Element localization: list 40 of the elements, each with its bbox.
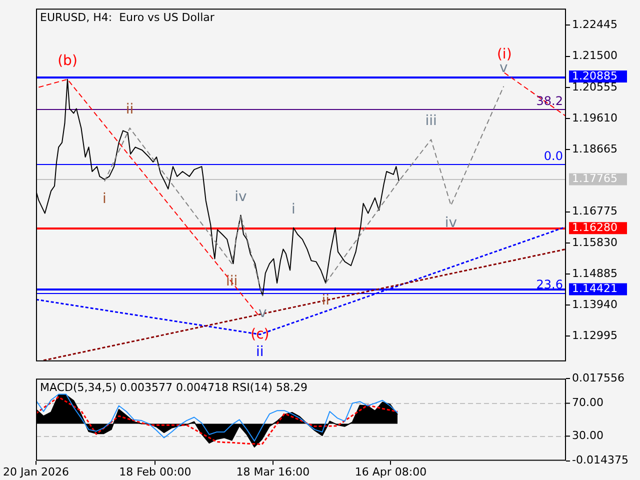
annotation: (i) bbox=[496, 46, 512, 62]
y-tick-label: 0.017556 bbox=[572, 371, 624, 384]
annotation: i bbox=[292, 201, 296, 218]
y-tick-label: 1.18665 bbox=[572, 142, 618, 156]
y-tick-label: 1.14885 bbox=[572, 266, 618, 280]
annotation: v bbox=[500, 60, 508, 76]
x-tick-label: 18 Mar 16:00 bbox=[236, 465, 310, 478]
chart-title: EURUSD, H4: Euro vs US Dollar bbox=[40, 10, 215, 24]
line-series bbox=[325, 86, 504, 284]
chart-title: MACD(5,34,5) 0.003577 0.004718 RSI(14) 58.29 bbox=[40, 380, 308, 394]
annotation: i bbox=[102, 191, 106, 208]
x-tick-label: 20 Jan 2026 bbox=[3, 465, 69, 478]
ref-line-label: 1.17765 bbox=[572, 172, 618, 186]
ref-line-label: 1.14421 bbox=[572, 282, 618, 296]
annotation: iv bbox=[234, 188, 247, 205]
y2-tick-label: 70.00 bbox=[572, 396, 604, 410]
ref-line-label: 1.20885 bbox=[572, 69, 618, 82]
annotation: iii bbox=[425, 113, 437, 130]
y-tick-label: 1.16775 bbox=[572, 204, 618, 218]
y-tick-label: 1.21500 bbox=[572, 49, 618, 62]
annotation: ii bbox=[256, 344, 264, 360]
y-tick-label: 1.15830 bbox=[572, 236, 618, 249]
annotation: 0.0 bbox=[544, 149, 563, 164]
annotation: (c) bbox=[250, 326, 270, 343]
annotation: iv bbox=[444, 215, 458, 232]
y-tick-label: 1.22445 bbox=[572, 18, 618, 32]
annotation: iii bbox=[226, 273, 238, 290]
y-tick-label: -0.014375 bbox=[572, 454, 628, 467]
ref-line-label: 1.16280 bbox=[572, 220, 618, 234]
y2-tick-label: 30.00 bbox=[572, 429, 604, 442]
annotation: (b) bbox=[58, 53, 78, 69]
y-tick-label: 1.12995 bbox=[572, 329, 618, 342]
x-tick-label: 16 Apr 08:00 bbox=[354, 465, 427, 478]
y-tick-label: 1.19610 bbox=[572, 111, 618, 124]
y-tick-label: 1.13940 bbox=[572, 298, 618, 311]
y-tick-label: 1.20555 bbox=[572, 80, 618, 94]
annotation: 23.6 bbox=[536, 278, 563, 292]
annotation: 38.2 bbox=[536, 94, 563, 108]
x-tick-label: 18 Feb 00:00 bbox=[119, 465, 192, 478]
line-series bbox=[104, 128, 264, 296]
